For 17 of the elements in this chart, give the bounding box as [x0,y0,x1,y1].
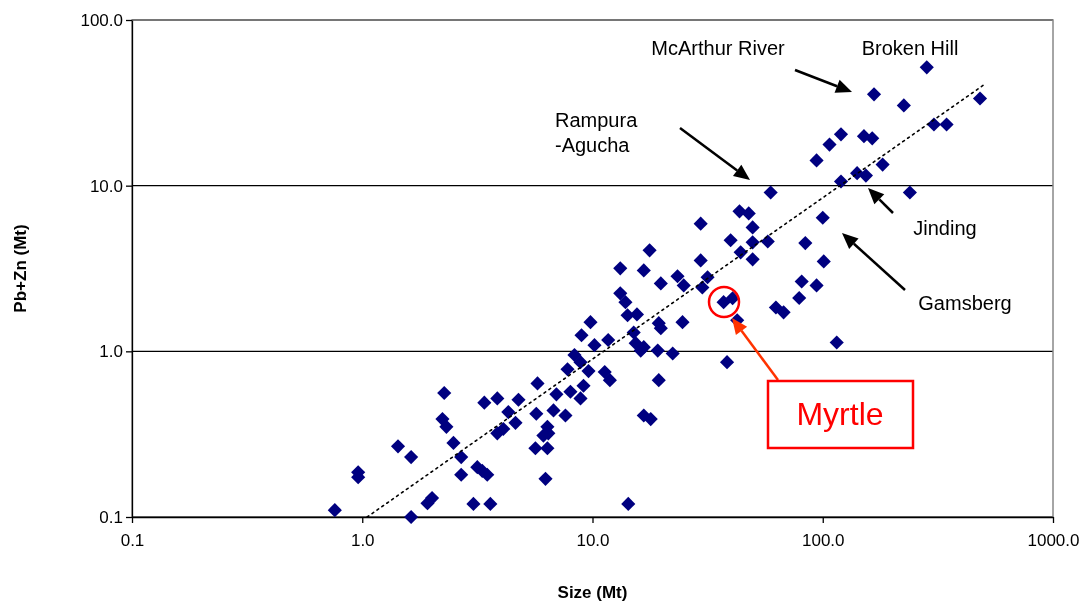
y-tick-label: 100.0 [80,10,123,30]
x-tick-label: 1000.0 [1027,531,1080,551]
annotation: McArthur River [651,37,786,59]
x-axis-title: Size (Mt) [557,583,628,602]
annotation: Myrtle [796,396,884,433]
annotation: Gamsberg [918,292,1012,314]
y-tick-label: 1.0 [99,342,123,362]
annotation: Rampura -Agucha [555,109,639,156]
y-tick-label: 10.0 [89,176,123,196]
annotation: Jinding [913,217,977,239]
x-tick-label: 100.0 [801,531,845,551]
x-tick-label: 1.0 [350,531,375,551]
x-tick-label: 10.0 [576,531,610,551]
annotation: Broken Hill [861,37,959,59]
y-tick-label: 0.1 [99,507,123,527]
y-axis-title: Pb+Zn (Mt) [11,224,30,313]
x-tick-label: 0.1 [120,531,145,551]
